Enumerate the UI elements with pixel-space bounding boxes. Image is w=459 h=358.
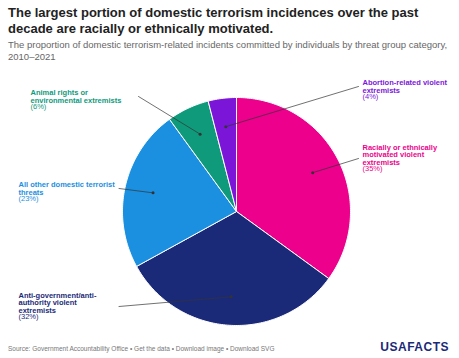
svg-text:(35%): (35%) [363,164,384,173]
svg-text:(4%): (4%) [363,92,379,101]
svg-text:(6%): (6%) [31,102,47,111]
svg-text:(32%): (32%) [19,312,40,321]
svg-text:(23%): (23%) [19,194,40,203]
